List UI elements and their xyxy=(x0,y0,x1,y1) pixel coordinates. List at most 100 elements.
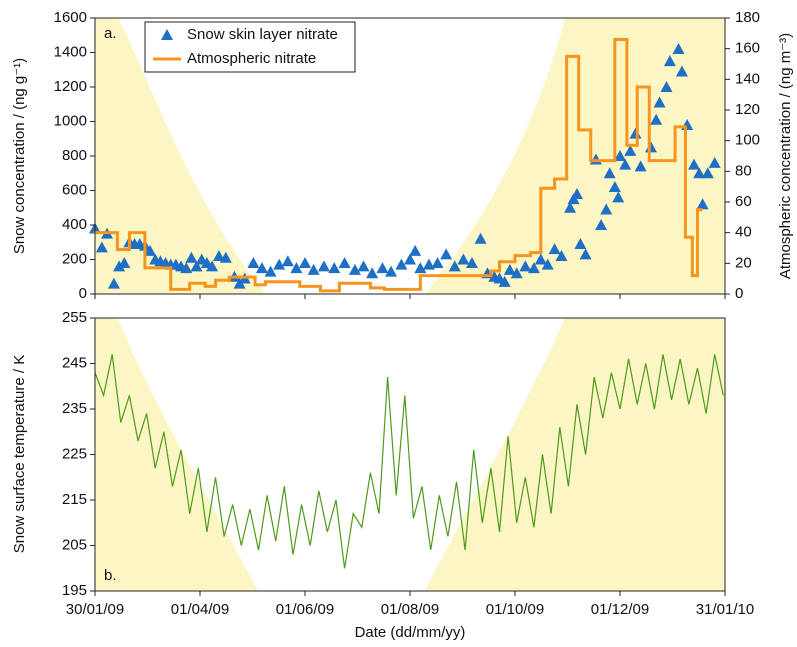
snow-point xyxy=(688,158,701,170)
snow-point xyxy=(409,244,422,256)
plot-layer xyxy=(89,37,724,569)
y2-tick-label: 140 xyxy=(735,70,760,87)
snow-point xyxy=(660,81,673,92)
snow-point xyxy=(579,248,592,260)
y2-tick-label: 120 xyxy=(735,101,760,118)
snow-point xyxy=(366,267,379,279)
y-axis-label: Snow surface temperature / K xyxy=(11,355,28,553)
y2-tick-label: 80 xyxy=(735,162,752,179)
snow-point xyxy=(422,258,435,270)
y2-tick-label: 160 xyxy=(735,40,760,57)
snow-point xyxy=(534,253,547,265)
snow-point xyxy=(113,260,126,272)
snow-point xyxy=(675,65,688,77)
y2-tick-label: 180 xyxy=(735,9,760,26)
snow-point xyxy=(498,275,511,287)
snow-point xyxy=(527,262,540,274)
y-tick-label: 1200 xyxy=(54,78,87,95)
snow-point xyxy=(385,265,398,277)
y2-axis-label: Atmospheric concentration / (ng m⁻³) xyxy=(777,33,794,279)
snow-point xyxy=(570,187,583,199)
snow-point xyxy=(608,181,621,193)
snow-point xyxy=(574,237,587,249)
snow-point xyxy=(431,256,444,268)
snow-point xyxy=(548,243,561,255)
x-tick-label: 30/01/09 xyxy=(66,601,124,618)
y-tick-label: 1400 xyxy=(54,43,87,60)
snow-point xyxy=(273,258,286,270)
snow-point xyxy=(595,219,608,230)
snow-point xyxy=(519,260,532,272)
snow-point xyxy=(672,43,685,55)
snow-point xyxy=(614,150,626,161)
y-tick-label: 205 xyxy=(62,536,87,553)
snow-point xyxy=(541,258,554,270)
x-tick-label: 01/10/09 xyxy=(486,601,544,618)
snow-point xyxy=(212,250,225,262)
y-tick-label: 215 xyxy=(62,491,87,508)
snow-point xyxy=(255,262,268,274)
snow-point xyxy=(663,55,676,67)
snow-point xyxy=(696,198,709,210)
panel-label: b. xyxy=(104,567,117,584)
snow-point xyxy=(395,258,408,270)
y-tick-label: 1000 xyxy=(54,112,87,129)
snow-point xyxy=(624,144,637,156)
snow-point xyxy=(290,262,303,274)
legend-marker xyxy=(161,29,173,40)
snow-point xyxy=(600,203,613,215)
snow-point xyxy=(612,191,625,203)
snow-point xyxy=(503,263,516,275)
snow-point xyxy=(414,262,427,274)
y-tick-label: 255 xyxy=(62,309,87,326)
y-tick-label: 800 xyxy=(62,147,87,164)
x-tick-label: 31/01/10 xyxy=(696,601,754,618)
y-tick-label: 225 xyxy=(62,445,87,462)
x-axis-label: Date (dd/mm/yy) xyxy=(355,624,466,641)
y-tick-label: 235 xyxy=(62,400,87,417)
y-tick-label: 200 xyxy=(62,250,87,267)
snow-point xyxy=(190,260,203,272)
snow-point xyxy=(317,260,330,272)
snow-point xyxy=(510,267,523,279)
snow-point xyxy=(465,256,478,268)
snow-point xyxy=(653,96,666,108)
daylight-shading xyxy=(95,18,265,294)
temperature-line xyxy=(94,354,724,569)
snow-point xyxy=(619,158,632,170)
y2-tick-label: 40 xyxy=(735,224,752,241)
snow-point xyxy=(118,256,131,268)
y2-tick-label: 20 xyxy=(735,254,752,271)
snow-point xyxy=(348,263,361,275)
y-axis-label: Snow concentration / (ng g⁻¹) xyxy=(11,58,28,254)
y-tick-label: 1600 xyxy=(54,9,87,26)
snow-point xyxy=(144,244,157,256)
snow-point xyxy=(307,263,320,275)
snow-point xyxy=(701,167,714,179)
snow-point xyxy=(185,251,198,263)
legend-box xyxy=(144,21,356,73)
snow-point xyxy=(555,250,568,262)
y2-tick-label: 100 xyxy=(735,132,760,149)
legend-label: Atmospheric nitrate xyxy=(187,50,316,67)
y-tick-label: 400 xyxy=(62,216,87,233)
snow-point xyxy=(708,156,721,168)
snow-point xyxy=(376,262,389,274)
snow-point xyxy=(693,167,706,179)
snow-point xyxy=(107,277,120,289)
x-tick-label: 01/06/09 xyxy=(276,601,334,618)
snow-point xyxy=(404,253,416,265)
daylight-shading xyxy=(425,18,725,294)
snow-point xyxy=(603,167,616,179)
snow-point xyxy=(264,265,277,277)
y-tick-label: 0 xyxy=(79,285,87,302)
y2-tick-label: 0 xyxy=(735,285,743,302)
snow-point xyxy=(95,241,108,253)
y2-tick-label: 60 xyxy=(735,193,752,210)
snow-point xyxy=(206,260,219,272)
snow-point xyxy=(457,253,470,265)
snow-point xyxy=(357,260,370,272)
snow-point xyxy=(650,113,663,125)
snow-point xyxy=(564,201,577,213)
